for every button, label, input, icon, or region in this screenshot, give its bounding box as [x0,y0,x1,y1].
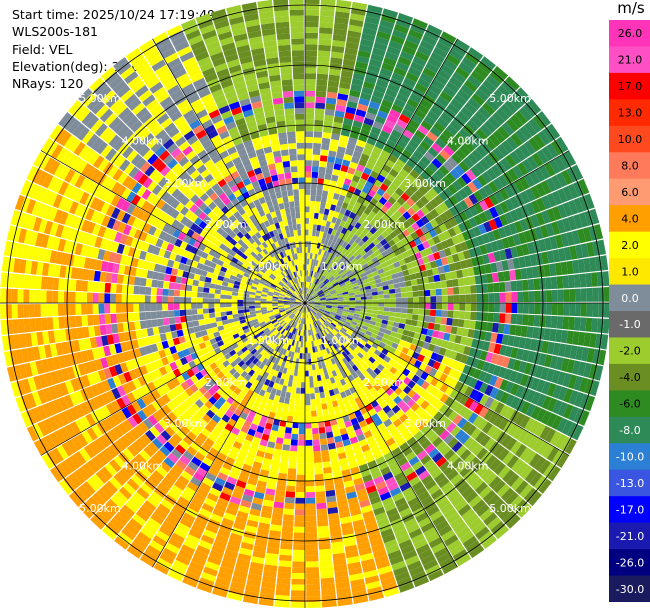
range-ring-label: 1.00km [321,334,363,347]
colorbar-tick-label: -2.0 [619,345,640,358]
colorbar-segment [609,522,650,550]
colorbar-segment [609,46,650,74]
start-time: Start time: 2025/10/24 17:19:49 [12,7,216,22]
colorbar-segment [609,337,650,365]
range-ring-label: 2.00km [205,376,247,389]
colorbar: 26.0 21.0 17.0 13.0 10.0 8.0 6.0 4.0 2.0 1.0 0.0 -1… [609,20,650,602]
azimuth-spoke [40,150,306,304]
colorbar-segment [609,575,650,602]
colorbar-segment [609,416,650,444]
colorbar-segment [609,125,650,153]
range-ring-label: 4.00km [122,460,164,473]
range-ring-label: 3.00km [404,417,446,430]
colorbar-tick-label: -1.0 [619,318,640,331]
colorbar-segment [609,231,650,259]
range-ring-label: 5.00km [79,502,121,515]
colorbar-tick-label: -8.0 [619,424,640,437]
colorbar-tick-label: 17.0 [618,80,643,93]
azimuth-spoke [152,302,306,568]
colorbar-segment [609,549,650,577]
colorbar-segment [609,205,650,233]
colorbar-tick-label: 8.0 [621,160,639,173]
colorbar-unit: m/s [617,0,645,17]
range-ring-label: 5.00km [489,502,531,515]
colorbar-tick-label: -4.0 [619,371,640,384]
range-ring-label: 2.00km [363,218,405,231]
range-ring-label: 5.00km [79,92,121,105]
colorbar-segment [609,99,650,127]
ppi-plot: 1.00km 2.00km 3.00km 4.00km 5.00km 1.00km 2.00… [0,0,610,608]
colorbar-segment [609,311,650,338]
station-name: WLS200s-181 [12,24,98,40]
colorbar-segment [609,152,650,180]
colorbar-segment [609,496,650,524]
colorbar-tick-label: -21.0 [616,530,644,543]
azimuth-spoke [304,38,458,304]
colorbar-tick-label: 26.0 [618,27,643,40]
range-ring-label: 3.00km [404,177,446,190]
azimuth-spoke [304,302,570,456]
range-ring-label: 4.00km [447,134,489,147]
nrays: NRays: 120 [12,76,84,92]
colorbar-segment [609,72,650,100]
colorbar-tick-label: 2.0 [621,239,639,252]
colorbar-tick-label: 21.0 [618,54,643,67]
colorbar-tick-label: 0.0 [621,292,639,305]
colorbar-tick-label: -26.0 [616,556,644,569]
colorbar-tick-label: -10.0 [616,451,644,464]
range-ring-label: 5.00km [489,92,531,105]
colorbar-tick-label: -17.0 [616,503,644,516]
azimuth-spoke [304,302,458,568]
colorbar-tick-label: 10.0 [618,133,643,146]
colorbar-segment [609,390,650,418]
colorbar-tick-label: 4.0 [621,212,639,225]
colorbar-segment [609,363,650,391]
range-rings [0,0,610,608]
colorbar-tick-label: -30.0 [616,583,644,596]
colorbar-tick-label: 1.0 [621,265,639,278]
colorbar-segment [609,284,650,312]
range-ring-label: 2.00km [205,218,247,231]
colorbar-tick-label: -13.0 [616,477,644,490]
azimuth-spoke [152,38,306,304]
colorbar-segment [609,178,650,206]
colorbar-segment [609,20,650,47]
azimuth-spoke [304,150,570,304]
field-name: Field: VEL [12,41,73,57]
range-ring-label: 1.00km [247,334,289,347]
range-ring-label: 2.00km [363,376,405,389]
colorbar-tick-label: 6.0 [621,186,639,199]
colorbar-segment [609,443,650,471]
range-ring-label: 4.00km [447,460,489,473]
azimuth-spoke [40,302,306,456]
colorbar-segment [609,258,650,286]
colorbar-tick-label: 13.0 [618,107,643,120]
range-ring-label: 1.00km [321,260,363,273]
range-ring-label: 3.00km [164,417,206,430]
range-ring-label: 3.00km [164,177,206,190]
colorbar-tick-label: -6.0 [619,398,640,411]
range-ring-label: 4.00km [122,134,164,147]
colorbar-segment [609,469,650,497]
range-ring-label: 1.00km [247,260,289,273]
